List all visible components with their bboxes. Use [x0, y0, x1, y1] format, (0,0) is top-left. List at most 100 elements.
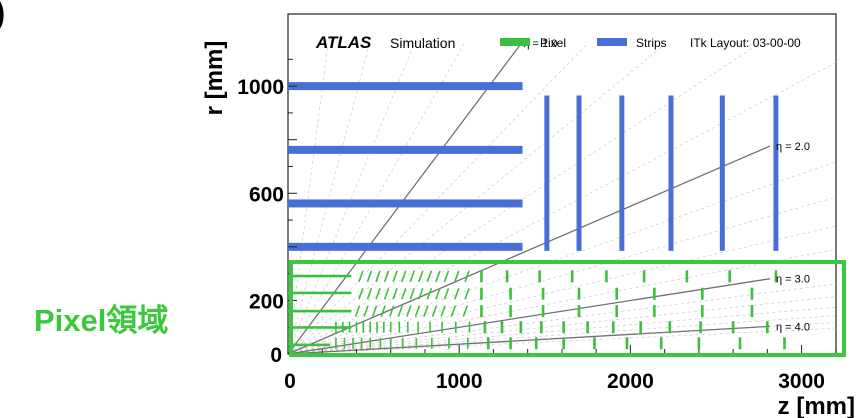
- pixel-endcap-module: [519, 321, 523, 334]
- pixel-endcap-module: [464, 287, 470, 300]
- pixel-endcap-module: [766, 321, 769, 334]
- pixel-endcap-module: [441, 321, 443, 333]
- pixel-endcap-module: [343, 337, 346, 349]
- pixel-endcap-module: [534, 337, 538, 350]
- strip-endcap-disk: [719, 95, 725, 251]
- pixel-endcap-module: [562, 321, 565, 334]
- pixel-endcap-module: [462, 305, 469, 317]
- pixel-endcap-module: [505, 270, 509, 283]
- simulation-label: Simulation: [390, 35, 455, 51]
- pixel-endcap-module: [414, 305, 421, 317]
- pixel-endcap-module: [435, 270, 441, 283]
- pixel-endcap-module: [454, 321, 457, 333]
- pixel-endcap-module: [487, 337, 490, 350]
- plot-frame: [287, 13, 837, 355]
- pixel-endcap-module: [426, 287, 433, 300]
- y-axis-label: r [mm]: [201, 41, 228, 116]
- y-tick-label: 0: [270, 344, 282, 367]
- pixel-endcap-module: [509, 287, 512, 300]
- pixel-endcap-module: [379, 337, 382, 349]
- pixel-endcap-module: [409, 287, 416, 300]
- pixel-barrel-layer: [288, 291, 352, 295]
- pixel-endcap-module: [418, 287, 424, 300]
- legend-strips-swatch: [597, 38, 627, 46]
- pixel-barrel-layer: [288, 343, 330, 347]
- pixel-endcap-module: [443, 270, 450, 283]
- x-tick-label: 0: [284, 370, 296, 393]
- pixel-endcap-module: [468, 321, 471, 333]
- pixel-endcap-module: [577, 287, 581, 300]
- pixel-endcap-module: [699, 321, 702, 334]
- pixel-endcap-module: [429, 321, 431, 333]
- pixel-endcap-module: [383, 287, 390, 300]
- pixel-endcap-module: [454, 270, 460, 283]
- pixel-endcap-module: [423, 305, 429, 317]
- layout-label: ITk Layout: 03-00-00: [690, 36, 801, 50]
- pixel-endcap-module: [586, 321, 589, 334]
- eta-label: η = 4.0: [776, 321, 810, 333]
- pixel-endcap-module: [440, 305, 446, 317]
- pixel-endcap-module: [366, 287, 373, 300]
- pixel-endcap-module: [701, 287, 704, 300]
- pixel-endcap-module: [738, 337, 742, 350]
- eta-line: [287, 42, 522, 355]
- pixel-endcap-module: [366, 270, 373, 283]
- pixel-endcap-module: [375, 270, 381, 283]
- pixel-endcap-module: [369, 337, 371, 349]
- pixel-endcap-module: [389, 321, 392, 333]
- pixel-endcap-module: [400, 287, 407, 300]
- pixel-endcap-module: [397, 305, 404, 317]
- pixel-endcap-module: [389, 337, 392, 349]
- pixel-endcap-module: [783, 337, 786, 350]
- x-tick-label: 2000: [607, 370, 654, 393]
- pixel-endcap-module: [388, 305, 395, 317]
- pixel-endcap-module: [509, 305, 512, 318]
- pixel-barrel-layer: [288, 326, 352, 329]
- pixel-endcap-module: [577, 305, 581, 318]
- pixel-endcap-module: [454, 287, 460, 300]
- eta-grid-line: [287, 283, 836, 355]
- legend-pixel-label: Pixel: [540, 36, 566, 50]
- pixel-endcap-module: [605, 270, 608, 283]
- pixel-endcap-module: [701, 305, 704, 318]
- strip-barrel-layer: [288, 82, 523, 91]
- panel-marker: ): [0, 0, 5, 32]
- pixel-endcap-module: [392, 287, 398, 300]
- strip-endcap-disk: [619, 95, 625, 251]
- pixel-endcap-module: [593, 337, 596, 350]
- eta-label: η = 2.0: [776, 141, 810, 153]
- pixel-modules: [288, 270, 786, 350]
- eta-reference-lines: [287, 42, 771, 355]
- pixel-endcap-module: [731, 321, 735, 334]
- pixel-endcap-module: [540, 321, 543, 334]
- pixel-barrel-layer: [288, 309, 352, 313]
- pixel-endcap-module: [570, 270, 574, 283]
- pixel-endcap-module: [341, 321, 344, 333]
- eta-grid-line: [287, 43, 329, 355]
- eta-grid-line: [287, 249, 836, 355]
- x-tick-label: 3000: [778, 370, 825, 393]
- strip-endcap-disk: [576, 95, 582, 251]
- axis-ticks: 0 1000 2000 3000 0 200 600 1000: [237, 58, 837, 393]
- pixel-region-label: Pixel領域: [34, 303, 168, 338]
- pixel-endcap-module: [642, 270, 646, 283]
- pixel-endcap-module: [500, 321, 504, 334]
- pixel-endcap-module: [335, 321, 337, 333]
- pixel-endcap-module: [653, 305, 656, 318]
- strip-barrel-layer: [288, 145, 523, 154]
- eta-label: η = 3.0: [776, 274, 810, 286]
- pixel-endcap-module: [728, 270, 731, 283]
- pixel-endcap-module: [335, 337, 337, 349]
- eta-grid-line: [287, 225, 836, 355]
- pixel-endcap-module: [483, 321, 487, 334]
- pixel-endcap-module: [409, 270, 416, 283]
- pixel-endcap-module: [653, 287, 656, 300]
- eta-grid-line: [287, 196, 836, 355]
- pixel-endcap-module: [383, 270, 390, 283]
- strip-endcap-disk: [544, 95, 550, 251]
- pixel-endcap-module: [625, 337, 629, 350]
- pixel-endcap-module: [362, 321, 365, 333]
- pixel-endcap-module: [369, 321, 371, 333]
- eta-grid-line: [287, 62, 837, 355]
